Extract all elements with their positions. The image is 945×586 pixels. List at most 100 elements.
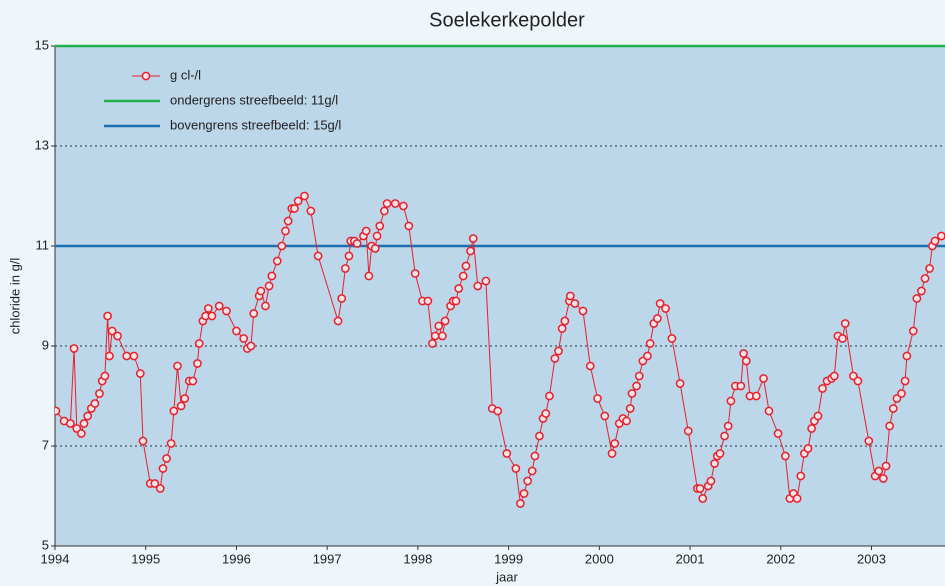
data-point bbox=[267, 271, 277, 281]
x-tick-label: 1999 bbox=[494, 551, 523, 566]
y-axis-label: chloride in g/l bbox=[7, 258, 22, 335]
data-point bbox=[878, 474, 888, 483]
data-point bbox=[194, 339, 204, 348]
data-point bbox=[706, 476, 716, 486]
data-point bbox=[655, 299, 665, 308]
data-point bbox=[180, 394, 190, 403]
data-point bbox=[838, 334, 847, 343]
data-point bbox=[627, 389, 637, 398]
x-tick-label: 2003 bbox=[857, 551, 886, 566]
data-point bbox=[155, 484, 165, 493]
data-point bbox=[399, 201, 408, 211]
data-point bbox=[129, 351, 139, 361]
data-point bbox=[643, 351, 652, 361]
data-point bbox=[773, 429, 783, 438]
x-tick-label: 2002 bbox=[766, 551, 795, 566]
data-point bbox=[454, 284, 464, 293]
data-point bbox=[103, 311, 112, 321]
data-point bbox=[751, 391, 761, 401]
data-point bbox=[438, 331, 447, 341]
y-tick-label: 9 bbox=[42, 337, 49, 352]
data-point bbox=[166, 439, 176, 448]
data-point bbox=[188, 376, 198, 386]
x-tick-label: 1996 bbox=[222, 551, 251, 566]
data-point bbox=[493, 406, 503, 416]
data-point bbox=[333, 316, 343, 326]
data-point bbox=[570, 299, 580, 308]
data-point bbox=[829, 371, 839, 381]
data-point bbox=[222, 306, 231, 316]
data-point bbox=[530, 451, 540, 461]
data-point bbox=[214, 301, 224, 311]
data-point bbox=[290, 204, 299, 213]
data-point bbox=[239, 334, 249, 343]
data-point bbox=[736, 381, 746, 391]
data-point bbox=[511, 464, 521, 473]
data-point bbox=[95, 389, 104, 398]
data-point bbox=[764, 406, 774, 416]
data-point bbox=[519, 489, 529, 498]
data-point bbox=[69, 344, 79, 353]
y-tick-label: 5 bbox=[42, 537, 49, 552]
data-point bbox=[306, 206, 316, 216]
data-point bbox=[193, 359, 202, 368]
data-point bbox=[900, 376, 910, 386]
y-tick-label: 7 bbox=[42, 437, 49, 452]
data-point bbox=[370, 244, 380, 253]
data-point bbox=[792, 494, 802, 503]
data-point bbox=[807, 424, 816, 433]
x-axis-label: jaar bbox=[495, 569, 518, 584]
data-point bbox=[853, 376, 863, 386]
data-point bbox=[176, 401, 186, 411]
data-point bbox=[634, 371, 644, 381]
data-point bbox=[107, 326, 117, 336]
data-point bbox=[138, 436, 148, 446]
data-point bbox=[550, 354, 560, 363]
data-point bbox=[661, 304, 670, 313]
data-point bbox=[622, 416, 631, 426]
chart-title: Soelekerkepolder bbox=[429, 9, 585, 31]
data-point bbox=[720, 431, 729, 441]
data-point bbox=[372, 231, 382, 241]
data-point bbox=[264, 281, 274, 291]
data-point bbox=[885, 421, 895, 431]
y-tick-label: 11 bbox=[36, 237, 50, 252]
data-point bbox=[874, 466, 884, 476]
data-point bbox=[560, 316, 570, 326]
data-point bbox=[741, 356, 751, 366]
data-point bbox=[902, 351, 912, 361]
data-point bbox=[937, 231, 945, 241]
data-point bbox=[780, 451, 790, 461]
data-point bbox=[344, 251, 354, 261]
data-point bbox=[272, 256, 282, 266]
data-point bbox=[66, 419, 75, 428]
data-point bbox=[920, 274, 930, 283]
data-point bbox=[162, 454, 171, 463]
data-point bbox=[541, 409, 551, 418]
x-tick-label: 2001 bbox=[676, 551, 705, 566]
data-point bbox=[249, 309, 259, 318]
data-point bbox=[352, 239, 362, 248]
data-point bbox=[632, 381, 641, 391]
data-point bbox=[607, 449, 617, 458]
data-point bbox=[917, 286, 926, 296]
data-point bbox=[203, 304, 213, 313]
data-point bbox=[468, 234, 478, 243]
legend-label: bovengrens streefbeeld: 15g/l bbox=[170, 117, 341, 132]
data-point bbox=[261, 301, 270, 311]
data-point bbox=[404, 221, 414, 231]
data-point bbox=[113, 331, 122, 341]
data-point bbox=[256, 286, 266, 296]
data-point bbox=[105, 351, 114, 361]
data-point bbox=[925, 264, 934, 273]
data-point bbox=[364, 271, 374, 281]
data-point bbox=[715, 449, 725, 458]
data-point bbox=[283, 216, 293, 226]
legend-label: ondergrens streefbeeld: 11g/l bbox=[170, 92, 338, 107]
data-point bbox=[281, 226, 290, 236]
data-point bbox=[300, 191, 309, 201]
data-point bbox=[451, 296, 461, 306]
data-point bbox=[912, 294, 922, 303]
data-point bbox=[653, 314, 662, 323]
